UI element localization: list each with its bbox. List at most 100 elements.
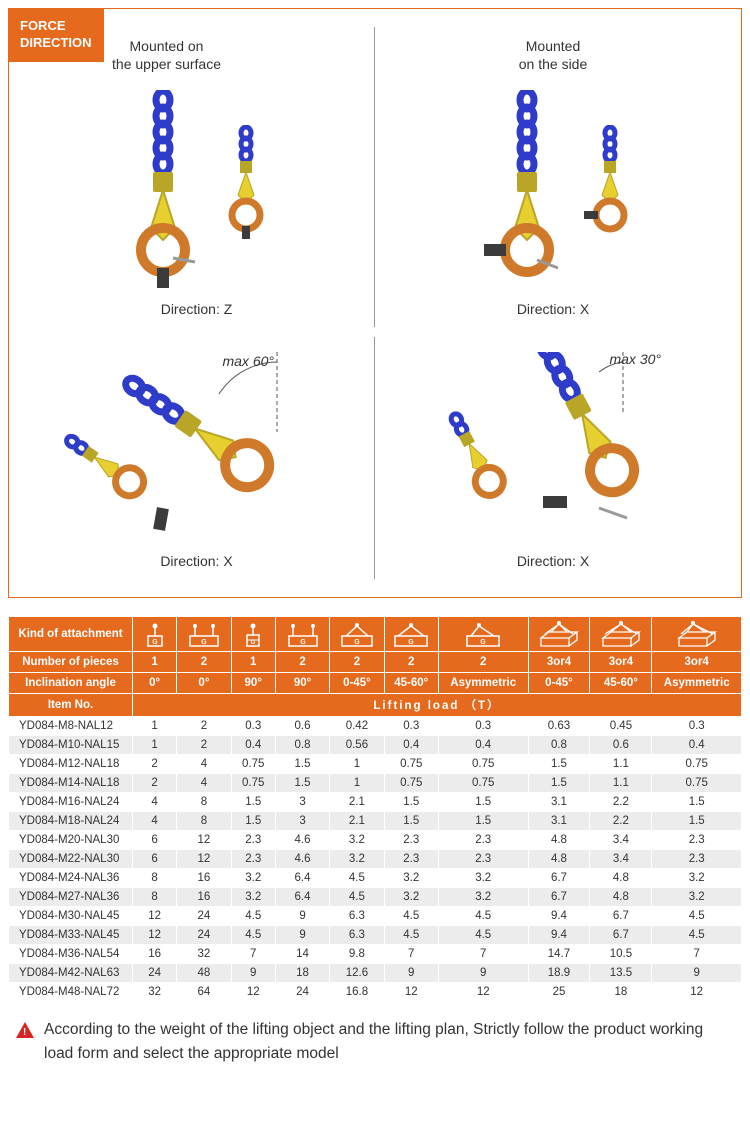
load-cell: 13.5 [590, 964, 652, 983]
icon-col-9 [652, 617, 742, 652]
load-cell: 4 [177, 755, 231, 774]
load-cell: 18 [275, 964, 329, 983]
hook-angled-60 [47, 352, 347, 542]
load-cell: 12 [133, 926, 177, 945]
table-row: YD084-M18-NAL24481.532.11.51.53.12.21.5 [9, 812, 742, 831]
load-cell: 4.5 [438, 926, 528, 945]
load-cell: 1.5 [652, 812, 742, 831]
figure-direction-z [29, 85, 364, 295]
pieces-col-0: 1 [133, 652, 177, 673]
svg-text:G: G [251, 640, 256, 646]
load-cell: 4.8 [590, 869, 652, 888]
load-cell: 2 [133, 774, 177, 793]
item-no: YD084-M42-NAL63 [9, 964, 133, 983]
table-row: YD084-M16-NAL24481.532.11.51.53.12.21.5 [9, 793, 742, 812]
icon-col-4: G [330, 617, 384, 652]
load-cell: 1.1 [590, 774, 652, 793]
load-cell: 4 [133, 793, 177, 812]
load-cell: 9.4 [528, 907, 590, 926]
load-cell: 9 [275, 907, 329, 926]
load-cell: 4.6 [275, 850, 329, 869]
force-direction-panel: FORCE DIRECTION Mounted on the upper sur… [8, 8, 742, 598]
load-cell: 3.2 [330, 831, 384, 850]
load-cell: 18 [590, 983, 652, 1002]
load-cell: 7 [652, 945, 742, 964]
load-cell: 32 [177, 945, 231, 964]
hook-angled-30 [403, 352, 703, 542]
icon-col-2: G [231, 617, 275, 652]
hook-assembly-small-x [580, 125, 635, 255]
load-cell: 24 [177, 926, 231, 945]
load-cell: 6.4 [275, 888, 329, 907]
itemno-label: Item No. [9, 694, 133, 717]
load-cell: 8 [133, 888, 177, 907]
pieces-label: Number of pieces [9, 652, 133, 673]
load-cell: 12 [177, 831, 231, 850]
load-cell: 16 [177, 888, 231, 907]
icon-col-7 [528, 617, 590, 652]
load-cell: 12 [384, 983, 438, 1002]
load-cell: 0.75 [652, 774, 742, 793]
load-cell: 0.4 [231, 736, 275, 755]
load-cell: 0.63 [528, 717, 590, 736]
load-cell: 0.75 [384, 774, 438, 793]
svg-text:G: G [480, 639, 486, 646]
load-cell: 2.3 [652, 850, 742, 869]
load-cell: 4 [177, 774, 231, 793]
item-no: YD084-M33-NAL45 [9, 926, 133, 945]
load-cell: 4.5 [231, 926, 275, 945]
angle-label-60: max 60° [222, 353, 274, 369]
load-cell: 16.8 [330, 983, 384, 1002]
caption-x1: Direction: X [385, 301, 721, 317]
item-no: YD084-M24-NAL36 [9, 869, 133, 888]
load-cell: 3 [275, 812, 329, 831]
svg-text:G: G [201, 639, 207, 646]
load-cell: 2 [177, 736, 231, 755]
load-cell: 6.7 [590, 907, 652, 926]
load-cell: 9 [275, 926, 329, 945]
load-cell: 3 [275, 793, 329, 812]
diagram-grid-top: Mounted on the upper surface [19, 27, 731, 327]
item-no: YD084-M27-NAL36 [9, 888, 133, 907]
load-cell: 14.7 [528, 945, 590, 964]
load-cell: 0.75 [438, 774, 528, 793]
hook-assembly-large-z [123, 90, 203, 290]
header-row-lifting: Item No. Lifting load （T） [9, 694, 742, 717]
figure-angle-60: max 60° [29, 347, 364, 547]
load-cell: 2 [133, 755, 177, 774]
svg-text:G: G [354, 639, 360, 646]
diagram-angle-60: max 60° [19, 337, 375, 579]
load-cell: 3.1 [528, 793, 590, 812]
table-row: YD084-M12-NAL18240.751.510.750.751.51.10… [9, 755, 742, 774]
load-cell: 0.3 [384, 717, 438, 736]
load-cell: 8 [133, 869, 177, 888]
item-no: YD084-M18-NAL24 [9, 812, 133, 831]
warning-note: According to the weight of the lifting o… [16, 1018, 734, 1065]
angle-col-3: 90° [275, 673, 329, 694]
table-row: YD084-M20-NAL306122.34.63.22.32.34.83.42… [9, 831, 742, 850]
item-no: YD084-M20-NAL30 [9, 831, 133, 850]
figure-angle-30: max 30° [385, 347, 721, 547]
load-cell: 3.2 [330, 850, 384, 869]
angle-col-2: 90° [231, 673, 275, 694]
lifting-load-label: Lifting load （T） [133, 694, 742, 717]
load-cell: 24 [133, 964, 177, 983]
load-cell: 4.5 [231, 907, 275, 926]
table-header: Kind of attachment G G G G G G G Number … [9, 617, 742, 717]
load-cell: 0.75 [438, 755, 528, 774]
load-cell: 12.6 [330, 964, 384, 983]
table-row: YD084-M48-NAL723264122416.81212251812 [9, 983, 742, 1002]
load-cell: 0.42 [330, 717, 384, 736]
load-cell: 1 [133, 736, 177, 755]
attachment-label: Kind of attachment [9, 617, 133, 652]
load-cell: 2.1 [330, 812, 384, 831]
angle-col-7: 0-45° [528, 673, 590, 694]
load-cell: 6.3 [330, 907, 384, 926]
caption-x3: Direction: X [385, 553, 721, 569]
load-cell: 0.45 [590, 717, 652, 736]
table-row: YD084-M24-NAL368163.26.44.53.23.26.74.83… [9, 869, 742, 888]
load-cell: 2.3 [231, 850, 275, 869]
pieces-col-9: 3or4 [652, 652, 742, 673]
load-cell: 2.2 [590, 812, 652, 831]
figure-direction-x-top [385, 85, 721, 295]
